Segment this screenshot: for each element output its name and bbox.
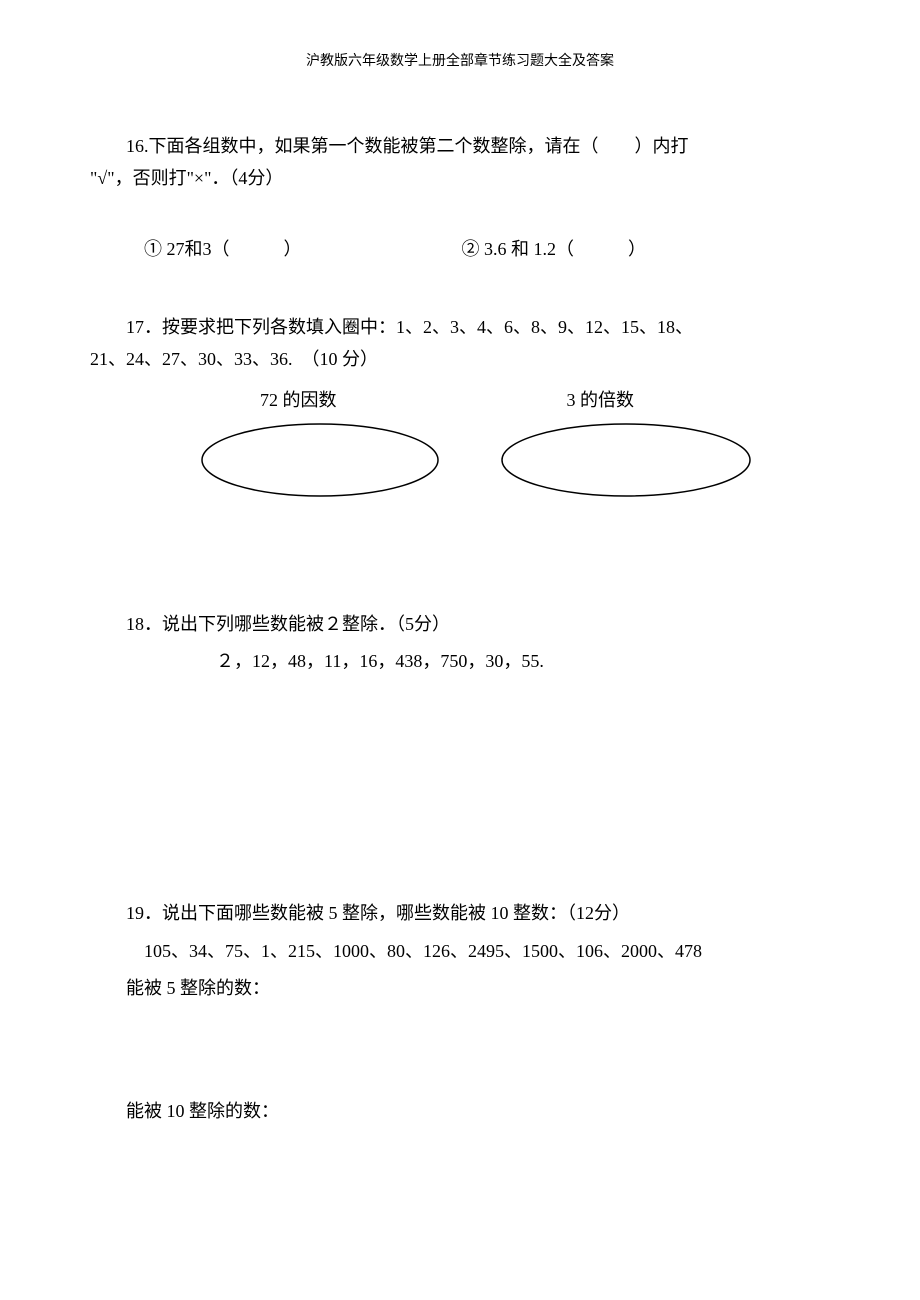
- ellipse-right-svg: [500, 422, 752, 498]
- question-16-line2: "√"，否则打"×"．（4分）: [90, 162, 830, 194]
- question-17-line1: 17．按要求把下列各数填入圈中：1、2、3、4、6、8、9、12、15、18、: [90, 311, 830, 343]
- question-18: 18．说出下列哪些数能被２整除．（5分）: [90, 608, 830, 640]
- question-18-numbers: ２，12，48，11，16，438，750，30，55.: [216, 645, 830, 677]
- ellipse-left-svg: [200, 422, 440, 498]
- label-3-multiples: 3 的倍数: [567, 386, 635, 412]
- subitem-1: ① 27和3（ ）: [144, 235, 302, 261]
- ellipse-right: [500, 422, 752, 503]
- ellipses-container: [90, 422, 830, 503]
- answer-divide-by-10: 能被 10 整除的数：: [126, 1095, 830, 1127]
- ellipse-labels: 72 的因数 3 的倍数: [90, 386, 830, 412]
- question-19: 19．说出下面哪些数能被 5 整除，哪些数能被 10 整数：（12分）: [90, 897, 830, 929]
- answer-divide-by-5: 能被 5 整除的数：: [126, 972, 830, 1004]
- ellipse-left: [200, 422, 440, 503]
- question-16-line1: 16.下面各组数中，如果第一个数能被第二个数整除，请在（ ）内打: [90, 130, 830, 162]
- question-19-numbers: 105、34、75、1、215、1000、80、126、2495、1500、10…: [144, 935, 830, 967]
- subitem-2: ② 3.6 和 1.2（ ）: [462, 235, 647, 261]
- page-header: 沪教版六年级数学上册全部章节练习题大全及答案: [90, 50, 830, 70]
- question-16-subitems: ① 27和3（ ） ② 3.6 和 1.2（ ）: [90, 235, 830, 261]
- label-72-factors: 72 的因数: [260, 386, 337, 412]
- question-17-line2: 21、24、27、30、33、36. （10 分）: [90, 343, 830, 375]
